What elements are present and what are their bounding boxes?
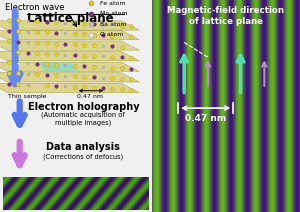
Text: (Automatic acquisition of
multiple images): (Automatic acquisition of multiple image… (41, 112, 125, 126)
Polygon shape (0, 62, 140, 71)
Text: Fe atom: Fe atom (100, 1, 125, 6)
Text: Ba atom: Ba atom (100, 22, 127, 27)
Text: Mo atom: Mo atom (100, 11, 128, 16)
Polygon shape (0, 52, 140, 61)
Polygon shape (0, 30, 140, 40)
Text: 0.47 nm: 0.47 nm (76, 94, 103, 99)
Text: Thin sample: Thin sample (8, 94, 46, 99)
Text: Magnetic-field direction
of lattice plane: Magnetic-field direction of lattice plan… (167, 6, 284, 26)
Polygon shape (0, 41, 140, 50)
Polygon shape (0, 83, 140, 93)
Text: 0.47 nm: 0.47 nm (185, 114, 226, 123)
Text: O atom: O atom (100, 32, 123, 38)
Text: Lattice plane: Lattice plane (27, 12, 114, 25)
Text: Electron wave: Electron wave (4, 3, 64, 12)
Text: (Corrections of defocus): (Corrections of defocus) (43, 154, 124, 160)
Text: Electron holography: Electron holography (28, 102, 139, 112)
Polygon shape (0, 73, 140, 82)
Polygon shape (0, 21, 140, 30)
Text: Data analysis: Data analysis (46, 142, 120, 152)
Polygon shape (38, 63, 79, 71)
